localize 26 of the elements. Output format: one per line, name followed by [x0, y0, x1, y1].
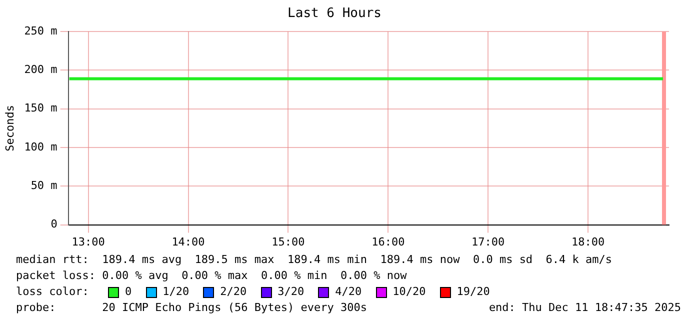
x-tick-label: 16:00 — [372, 235, 405, 248]
legend-label: 0 — [125, 284, 132, 300]
text: median rtt: 189.4 ms avg 189.5 ms max 189.4 ms min 189.4 ms now 0.0 ms sd 6.4 k am/s — [16, 252, 614, 268]
text: packet loss: 0.00 % avg 0.00 % max 0.00 % min 0.00 % now — [16, 268, 408, 284]
chart-title: Last 6 Hours — [288, 6, 382, 22]
legend-label: 4/20 — [335, 284, 362, 300]
y-axis-title: Seconds — [3, 105, 16, 152]
text: end: Thu Dec 11 18:47:35 2025 — [488, 300, 681, 316]
x-tick-label: 13:00 — [72, 235, 105, 248]
y-tick-label: 100 m — [24, 140, 58, 154]
x-tick-label: 17:00 — [472, 235, 505, 248]
legend-label: 1/20 — [162, 284, 190, 300]
legend-title: loss color: — [16, 284, 90, 300]
y-tick-label: 200 m — [24, 63, 58, 76]
legend-label: 19/20 — [456, 284, 490, 300]
x-tick-label: 15:00 — [272, 235, 305, 248]
legend-label: 10/20 — [392, 284, 426, 300]
x-tick-label: 14:00 — [172, 235, 205, 248]
x-tick-label: 18:00 — [571, 235, 605, 248]
y-tick-label: 50 m — [30, 179, 58, 192]
text: probe: 20 ICMP Echo Pings (56 Bytes) every 300s — [16, 300, 367, 316]
y-tick-label: 150 m — [24, 102, 58, 115]
y-tick-label: 0 — [50, 218, 58, 231]
y-tick-label: 250 m — [24, 24, 58, 38]
legend-label: 2/20 — [220, 284, 247, 300]
legend-label: 3/20 — [278, 284, 304, 300]
